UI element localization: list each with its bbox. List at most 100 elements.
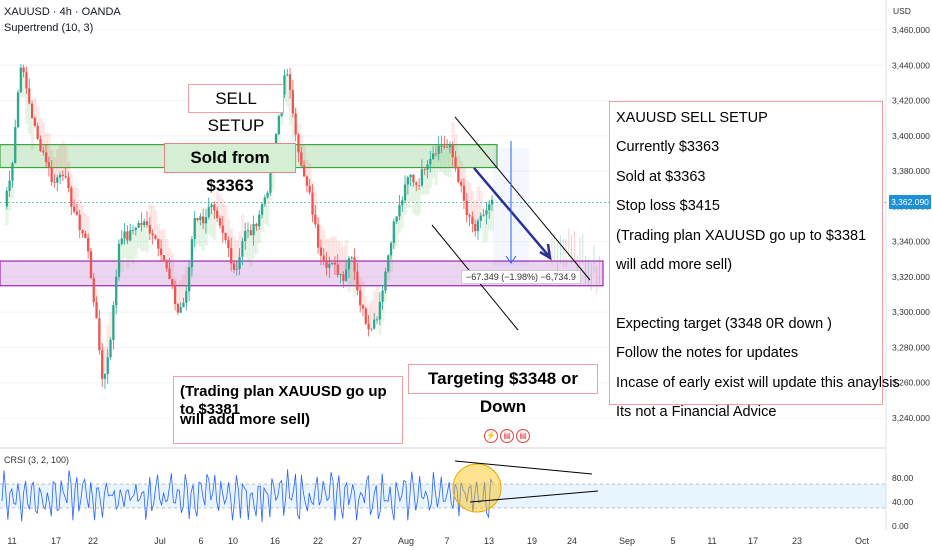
supertrend-fill [81,205,85,234]
candle-body [432,153,435,159]
candle-body [406,177,409,185]
candle-body [14,127,17,164]
supertrend-fill [212,210,217,241]
supertrend-fill [291,113,295,145]
candle-body [297,134,300,153]
supertrend-fill [162,228,166,262]
us-flag-icon[interactable]: ▤ [516,429,530,443]
price-tick-label: 3,420.000 [892,96,930,106]
supertrend-fill [55,148,60,178]
supertrend-fill [8,180,12,211]
candle-body [249,230,252,236]
price-tick-label: 3,280.000 [892,342,930,352]
event-icons[interactable]: ⚡ ▤ ▤ [484,429,530,443]
x-tick-label: 10 [228,536,238,546]
candle-body [162,255,165,262]
candle-body [75,211,79,215]
supertrend-fill [372,291,377,320]
candle-body [58,174,62,178]
supertrend-fill [470,191,475,224]
supertrend-fill [255,226,259,254]
supertrend-fill [479,190,483,216]
candle-body [454,157,457,169]
plan-line-2: will add more sell) [180,411,311,428]
candle-body [33,117,36,126]
candle-body [159,248,163,256]
supertrend-fill [16,92,20,126]
supertrend-fill [403,184,407,215]
supertrend-fill [221,198,225,233]
sell-setup-label: SELL SETUP [188,84,284,135]
candle-body [437,145,440,154]
flash-icon[interactable]: ⚡ [484,429,498,443]
supertrend-fill [78,199,82,231]
note-line: Sold at $3363 [616,168,706,185]
supertrend-fill [398,204,402,233]
supertrend-fill [11,163,15,199]
candle-body [260,204,264,215]
candle-body [145,221,149,225]
supertrend-fill [302,145,306,177]
candle-body [84,233,87,239]
supertrend-fill [134,227,138,259]
candle-body [213,204,216,211]
supertrend-fill [165,239,169,269]
supertrend-fill [412,182,416,214]
measure-arrow [505,255,517,264]
supertrend-fill [218,194,222,226]
supertrend-fill [330,236,335,263]
supertrend-fill [288,90,292,125]
crsi-label: CRSI (3, 2, 100) [4,455,70,465]
x-tick-label: 27 [352,536,362,546]
crsi-lower-trendline [469,490,599,503]
supertrend-fill [336,240,340,275]
candle-body [328,264,331,268]
candle-body [148,224,151,234]
supertrend-fill [294,106,298,135]
supertrend-fill [120,238,124,273]
candle-body [465,200,468,216]
candle-body [196,217,199,221]
candle-body [468,215,471,217]
supertrend-fill [182,274,186,303]
candle-body [415,182,418,186]
supertrend-fill [72,185,77,212]
candle-body [412,174,415,183]
supertrend-fill [414,185,419,217]
candle-body [336,264,339,275]
supertrend-fill [22,72,26,98]
supertrend [5,67,494,379]
candle-body [36,125,39,139]
candle-body [106,357,109,375]
supertrend-fill [448,145,452,177]
price-tick-label: 3,460.000 [892,25,930,35]
candle-body [238,256,241,270]
supertrend-fill [297,124,301,153]
supertrend-fill [305,159,309,186]
supertrend-fill [428,158,433,189]
supertrend-fill [434,153,438,185]
candle-body [168,268,171,280]
candle-body [387,255,390,272]
candle-body [131,229,135,231]
supertrend-fill [137,222,141,249]
candle-body [443,145,446,148]
candle-body [342,274,345,281]
us-flag-icon[interactable]: ▤ [500,429,514,443]
crsi-tick-label: 80.00 [892,473,914,483]
candle-body [157,238,160,249]
candle-body [235,269,238,270]
crsi-tick-label: 40.00 [892,497,914,507]
supertrend-fill [378,301,382,336]
supertrend-fill [246,230,250,263]
supertrend-fill [100,347,105,379]
candle-body [171,279,174,287]
supertrend-fill [156,223,161,249]
candle-body [16,92,20,128]
candle-body [305,176,308,186]
price-tick-label: 3,240.000 [892,413,930,423]
x-tick-label: 11 [707,536,716,546]
supertrend-fill [316,217,321,248]
x-tick-label: 22 [313,536,323,546]
price-tick-label: 3,380.000 [892,166,930,176]
